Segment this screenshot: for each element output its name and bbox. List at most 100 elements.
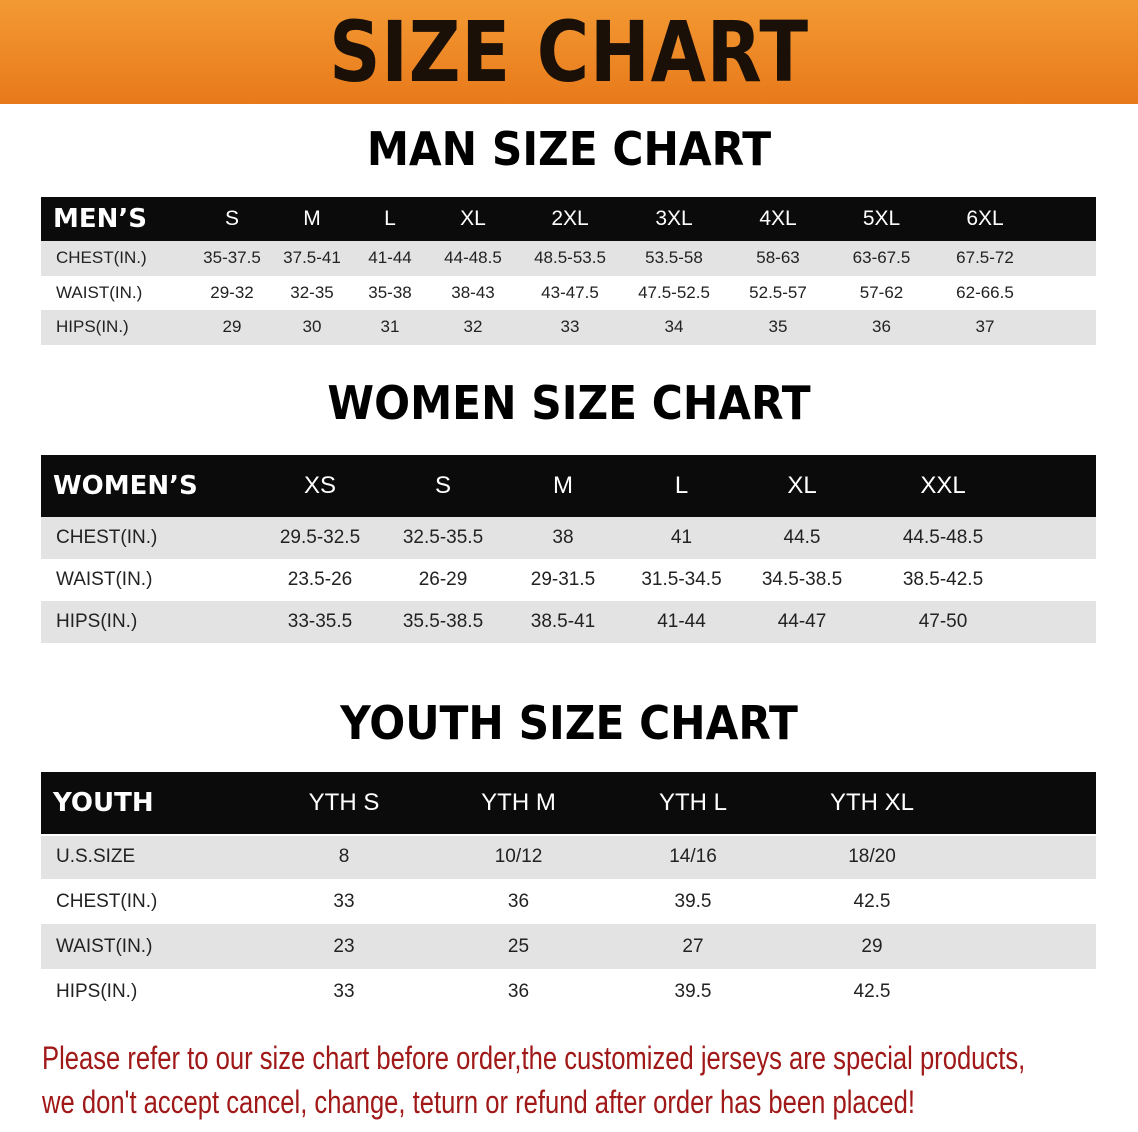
table-row: WAIST(IN.) 29-32 32-35 35-38 38-43 43-47.5 47.… [41,275,1096,310]
table-cell: 23.5-26 [287,569,353,590]
table-header-label: WOMEN’S [53,471,198,501]
table-cell: 38-43 [451,282,495,302]
table-cell: 35-37.5 [203,248,261,268]
table-header-row: WOMEN’S XS S M L XL XXL [41,455,1096,517]
table-cell: 44.5 [783,527,821,548]
table-cell: 29 [222,317,242,337]
table-cell: 26-29 [418,569,468,590]
size-column-header: 5XL [862,207,901,230]
table-cell: 38 [552,527,574,548]
table-cell: 33 [333,980,355,1002]
women-section-title: WOMEN SIZE CHART [327,376,811,430]
youth-size-table: YOUTH YTH S YTH M YTH L YTH XL U.S.SIZE 8 10/12… [41,772,1096,1014]
table-cell: 27 [682,935,704,957]
row-label: CHEST(IN.) [56,890,158,912]
table-row: CHEST(IN.) 35-37.5 37.5-41 41-44 44-48.5 48.5… [41,241,1096,276]
table-cell: 33 [560,317,580,337]
table-cell: 30 [302,317,322,337]
row-label: U.S.SIZE [56,845,136,867]
table-cell: 36 [507,890,530,912]
youth-section-title: YOUTH SIZE CHART [340,696,798,750]
table-cell: 37 [975,317,995,337]
row-label: HIPS(IN.) [56,611,138,632]
row-label: HIPS(IN.) [56,317,129,337]
table-cell: 41-44 [368,248,412,268]
men-section-title: MAN SIZE CHART [366,122,772,176]
table-cell: 32 [463,317,483,337]
table-cell: 32-35 [290,282,334,302]
row-label: WAIST(IN.) [56,569,153,590]
table-row: WAIST(IN.) 23 25 27 29 [41,924,1096,969]
table-cell: 32.5-35.5 [402,527,484,548]
size-column-header: S [434,472,451,499]
table-cell: 29.5-32.5 [279,527,361,548]
size-column-header: YTH S [308,789,380,816]
table-cell: 37.5-41 [283,248,341,268]
table-cell: 52.5-57 [749,282,807,302]
table-cell: 39.5 [674,980,712,1002]
table-header-label: YOUTH [53,788,154,818]
table-cell: 42.5 [853,980,891,1002]
notice-line: Please refer to our size chart before or… [42,1040,1026,1076]
women-size-table: WOMEN’S XS S M L XL XXL CHEST(IN.) 29.5-32.5 32.5… [41,455,1096,643]
table-cell: 29-31.5 [530,569,596,590]
size-column-header: 3XL [655,207,693,230]
table-cell: 33 [333,890,355,912]
row-label: WAIST(IN.) [56,935,153,957]
table-row: HIPS(IN.) 29 30 31 32 33 34 35 36 37 [41,310,1096,345]
table-cell: 42.5 [853,890,891,912]
table-cell: 62-66.5 [956,282,1014,302]
table-cell: 44.5-48.5 [902,527,984,548]
table-row: WAIST(IN.) 23.5-26 26-29 29-31.5 31.5-34.5 34… [41,559,1096,601]
size-column-header: M [553,472,573,499]
table-row: U.S.SIZE 8 10/12 14/16 18/20 [41,834,1096,879]
size-column-header: XS [303,472,336,499]
size-column-header: XXL [920,472,966,499]
table-cell: 53.5-58 [645,248,703,268]
table-cell: 41 [670,527,693,548]
size-column-header: 6XL [966,207,1004,230]
table-cell: 57-62 [859,282,904,302]
table-cell: 39.5 [674,890,712,912]
table-cell: 43-47.5 [541,282,599,302]
table-cell: 58-63 [756,248,800,268]
table-row: HIPS(IN.) 33 36 39.5 42.5 [41,969,1096,1014]
row-label: WAIST(IN.) [56,282,143,302]
size-column-header: 2XL [551,207,589,230]
size-column-header: M [303,207,321,230]
table-cell: 23 [333,935,355,957]
table-cell: 29 [861,935,883,957]
size-column-header: S [224,207,239,230]
table-row: HIPS(IN.) 33-35.5 35.5-38.5 38.5-41 41-44 44-… [41,601,1096,643]
row-label: HIPS(IN.) [56,980,138,1002]
table-cell: 35.5-38.5 [402,611,484,632]
men-size-table: MEN’S S M L XL 2XL 3XL 4XL 5XL 6XL CHEST(IN.) 35-37… [41,197,1096,345]
size-column-header: XL [787,472,817,499]
table-header-row: MEN’S S M L XL 2XL 3XL 4XL 5XL 6XL [41,197,1096,241]
table-cell: 31.5-34.5 [641,569,722,590]
table-cell: 34.5-38.5 [761,569,843,590]
notice-line: we don't accept cancel, change, teturn o… [42,1084,915,1120]
table-cell: 67.5-72 [956,248,1014,268]
table-cell: 35-38 [368,282,412,302]
table-header-row: YOUTH YTH S YTH M YTH L YTH XL [41,772,1096,834]
table-cell: 33-35.5 [287,611,353,632]
table-cell: 29-32 [210,282,254,302]
row-label: CHEST(IN.) [56,527,158,548]
table-cell: 10/12 [494,845,543,867]
table-cell: 25 [507,935,530,957]
size-column-header: YTH XL [829,789,915,816]
table-cell: 63-67.5 [852,248,911,268]
table-cell: 18/20 [848,845,896,867]
size-column-header: L [674,472,689,499]
table-cell: 36 [872,317,891,337]
table-cell: 38.5-42.5 [902,569,984,590]
table-cell: 14/16 [669,845,717,867]
size-column-header: YTH M [481,789,556,816]
order-notice: Please refer to our size chart before or… [42,1036,1130,1124]
size-column-header: YTH L [658,789,727,816]
table-cell: 47.5-52.5 [638,282,710,302]
table-row: CHEST(IN.) 33 36 39.5 42.5 [41,879,1096,924]
table-cell: 36 [507,980,530,1002]
table-cell: 47-50 [918,611,968,632]
